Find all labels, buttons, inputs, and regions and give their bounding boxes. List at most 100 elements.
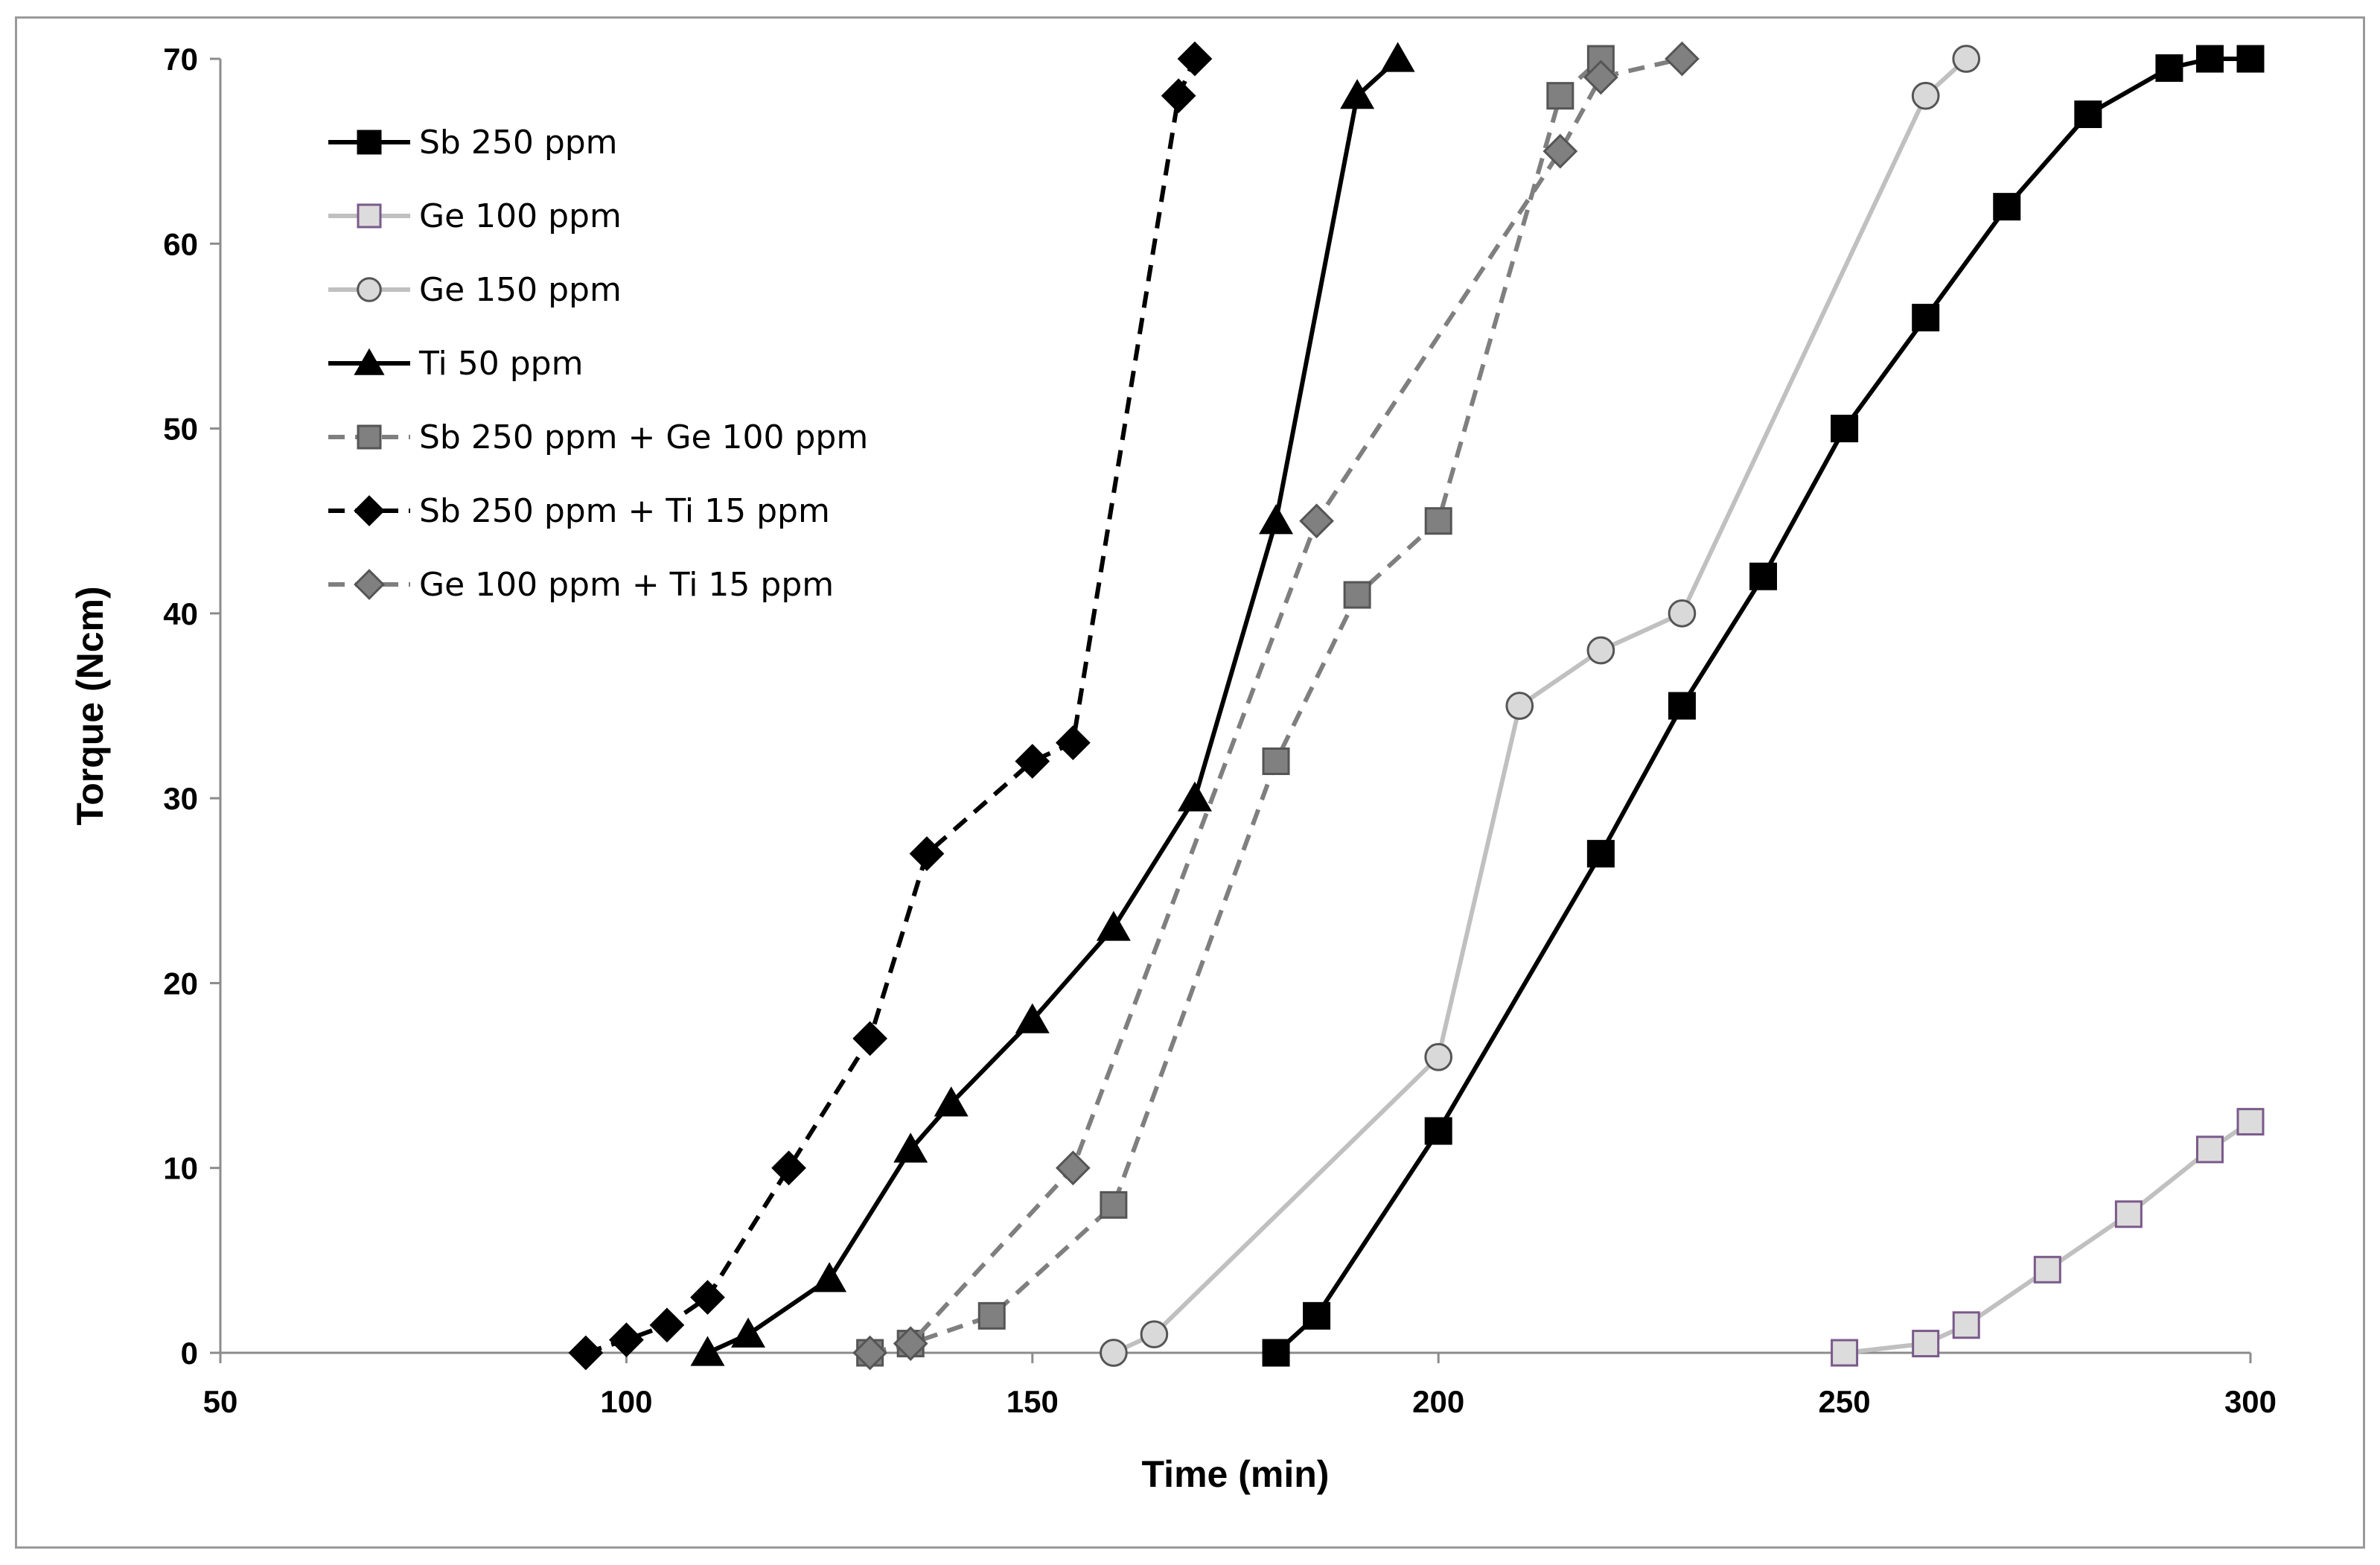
data-point	[1161, 78, 1196, 114]
data-point	[690, 1280, 725, 1315]
x-tick-label: 250	[1819, 1384, 1871, 1419]
y-axis-title: Torque (Ncm)	[69, 586, 111, 825]
legend-entry: Sb 250 ppm	[328, 124, 618, 162]
legend-entry: Sb 250 ppm + Ge 100 ppm	[328, 418, 868, 456]
data-point	[1583, 60, 1618, 95]
data-point	[1665, 41, 1700, 77]
x-tick-label: 200	[1412, 1384, 1464, 1419]
series-4	[690, 42, 1415, 1366]
data-point	[1100, 1191, 1128, 1219]
series-line	[1112, 57, 1968, 1355]
data-point	[1177, 41, 1213, 77]
series-line	[584, 57, 1197, 1355]
data-point	[1100, 1339, 1128, 1367]
data-point	[2114, 1200, 2143, 1228]
data-point	[1055, 1150, 1091, 1186]
data-point	[1343, 581, 1371, 609]
data-point	[1912, 1330, 1940, 1358]
legend-label: Ge 100 ppm + Ti 15 ppm	[419, 566, 834, 604]
data-point	[1055, 725, 1091, 761]
series-2	[1831, 1108, 2265, 1367]
data-point	[1912, 304, 1940, 332]
series-line	[1274, 57, 2250, 1355]
legend-entry: Ge 100 ppm	[328, 197, 622, 235]
data-point	[2236, 1108, 2265, 1136]
data-point	[1952, 1311, 1980, 1339]
data-point	[1749, 562, 1778, 590]
legend-entry: Sb 250 ppm + Ti 15 ppm	[328, 492, 830, 530]
legend-entry: Ge 100 ppm + Ti 15 ppm	[328, 566, 834, 604]
data-point	[852, 1335, 888, 1371]
series-3	[1100, 45, 1981, 1367]
data-point	[1831, 415, 1859, 443]
data-point	[1424, 1117, 1452, 1145]
legend-marker	[354, 348, 385, 375]
axes: 0 10 20 30 40 50 60 70 50 100 150 200 250 300	[163, 42, 2277, 1419]
data-point	[1668, 599, 1697, 628]
data-point	[1831, 1339, 1859, 1367]
data-point	[977, 1301, 1006, 1330]
legend-entry: Ti 50 ppm	[328, 345, 583, 383]
data-point	[1668, 692, 1696, 720]
data-point	[1505, 692, 1534, 720]
data-point	[1262, 747, 1290, 775]
legend-marker	[357, 203, 382, 229]
x-tick-label: 150	[1006, 1384, 1059, 1419]
series-1	[1262, 45, 2265, 1367]
data-point	[1911, 81, 1940, 110]
series-7	[852, 41, 1700, 1371]
data-point	[1259, 504, 1294, 535]
data-point	[1952, 45, 1981, 73]
legend-label: Sb 250 ppm + Ti 15 ppm	[419, 492, 830, 530]
data-point	[1380, 42, 1415, 72]
data-point	[1096, 911, 1131, 941]
chart-frame: 0 10 20 30 40 50 60 70 50 100 150 200 250 300 Sb 250 …	[15, 16, 2365, 1549]
data-point	[1340, 79, 1375, 109]
data-point	[893, 1326, 928, 1361]
legend-label: Ti 50 ppm	[418, 345, 583, 383]
x-tick-label: 100	[600, 1384, 652, 1419]
data-point	[731, 1317, 766, 1348]
series-line	[706, 57, 1400, 1355]
data-point	[1299, 503, 1334, 539]
x-tick-label: 300	[2224, 1384, 2277, 1419]
line-chart: 0 10 20 30 40 50 60 70 50 100 150 200 250 300 Sb 250 …	[69, 41, 2277, 1495]
y-tick-label: 70	[163, 42, 198, 77]
x-axis-title: Time (min)	[1142, 1453, 1330, 1495]
data-point	[1015, 1003, 1050, 1033]
data-point	[1993, 193, 2021, 221]
data-point	[2236, 45, 2265, 73]
legend: Sb 250 ppm Ge 100 ppm Ge 150 ppm Ti 50 ppm S…	[328, 124, 868, 604]
data-point	[1424, 507, 1452, 535]
data-point	[771, 1150, 806, 1186]
legend-label: Ge 150 ppm	[419, 271, 622, 309]
series-5	[856, 45, 1615, 1367]
data-point	[2033, 1255, 2061, 1284]
y-tick-label: 20	[163, 966, 198, 1001]
data-point	[1586, 45, 1615, 73]
data-point	[2195, 45, 2224, 73]
data-point	[1586, 636, 1615, 665]
legend-marker	[357, 277, 382, 302]
legend-marker	[357, 424, 382, 450]
data-point	[909, 836, 945, 872]
legend-marker	[354, 569, 385, 600]
data-point	[1424, 1042, 1453, 1071]
series-6	[568, 41, 1213, 1371]
y-tick-label: 60	[163, 226, 198, 261]
y-tick-label: 50	[163, 412, 198, 447]
data-point	[649, 1307, 685, 1343]
legend-label: Sb 250 ppm + Ge 100 ppm	[419, 418, 868, 456]
data-point	[812, 1262, 847, 1293]
y-tick-label: 30	[163, 781, 198, 816]
data-point	[2195, 1135, 2224, 1164]
data-point	[1546, 82, 1575, 110]
data-point	[2074, 100, 2102, 128]
legend-marker	[354, 495, 385, 526]
series-line	[869, 57, 1683, 1355]
data-point	[609, 1322, 644, 1357]
legend-label: Ge 100 ppm	[419, 197, 622, 235]
legend-entry: Ge 150 ppm	[328, 271, 622, 309]
x-tick-label: 50	[203, 1384, 238, 1419]
data-point	[690, 1336, 725, 1366]
